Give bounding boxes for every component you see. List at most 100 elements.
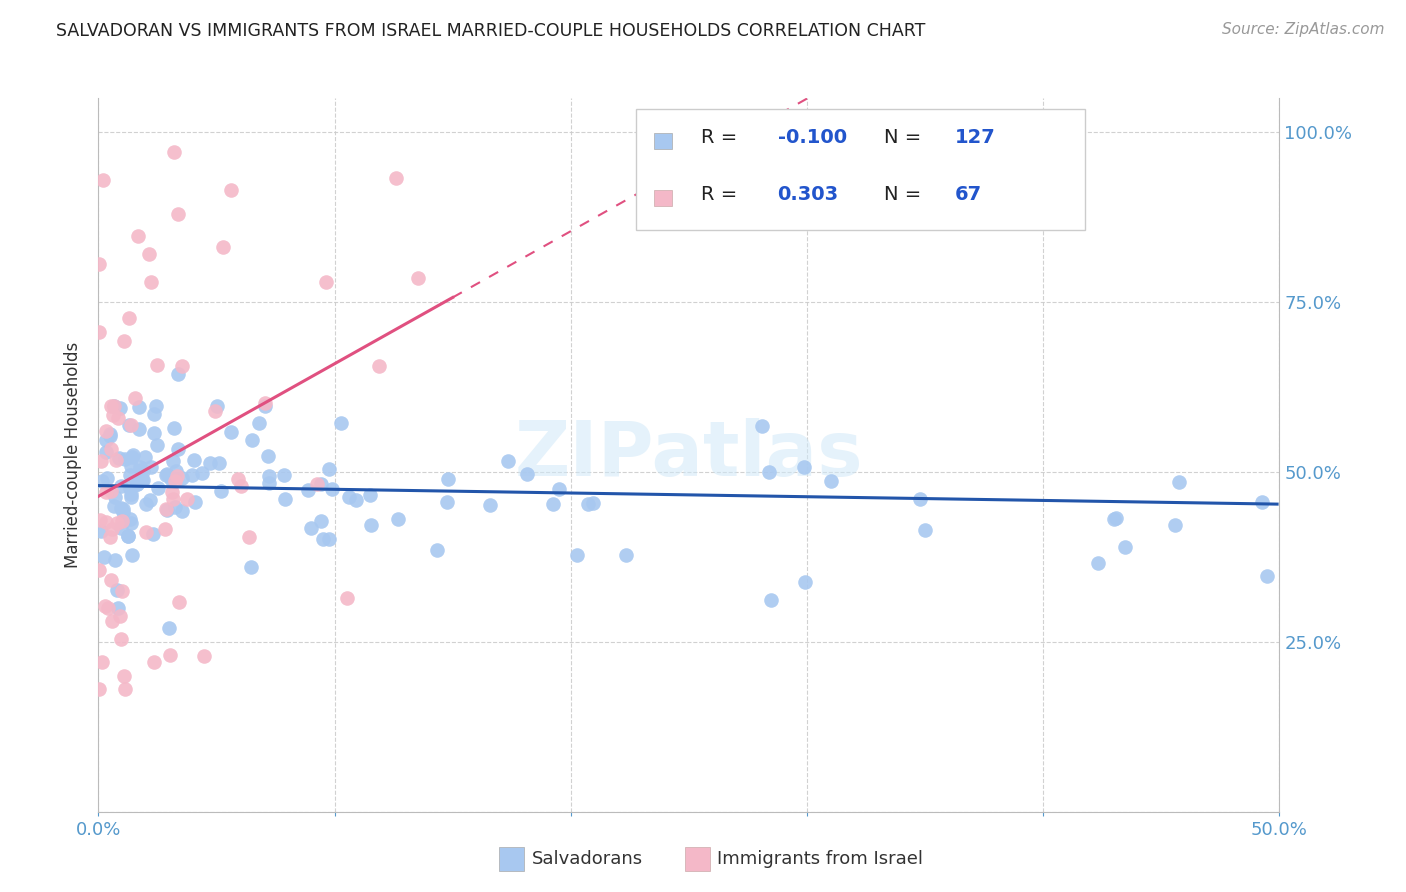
Point	[1102, 512, 1125, 526]
Point	[110, 478, 132, 492]
Point	[384, 170, 406, 185]
Point	[105, 516, 128, 531]
Point	[1251, 494, 1274, 508]
Point	[110, 521, 132, 535]
Point	[793, 459, 815, 474]
FancyBboxPatch shape	[654, 133, 672, 149]
Point	[121, 448, 143, 462]
Point	[129, 463, 152, 477]
Point	[121, 548, 143, 562]
Point	[120, 490, 142, 504]
Point	[160, 484, 183, 499]
Point	[87, 325, 110, 339]
Point	[163, 145, 186, 160]
Point	[166, 469, 188, 483]
Point	[209, 484, 232, 499]
Point	[582, 496, 605, 510]
Text: R =: R =	[700, 128, 744, 147]
Point	[118, 481, 141, 495]
Text: SALVADORAN VS IMMIGRANTS FROM ISRAEL MARRIED-COUPLE HOUSEHOLDS CORRELATION CHART: SALVADORAN VS IMMIGRANTS FROM ISRAEL MAR…	[56, 22, 925, 40]
Point	[110, 632, 132, 646]
Point	[229, 479, 252, 493]
Point	[516, 467, 538, 482]
Point	[143, 408, 166, 422]
Point	[163, 421, 186, 435]
Point	[1167, 475, 1189, 489]
Point	[145, 400, 167, 414]
Point	[120, 467, 142, 482]
Point	[166, 367, 188, 381]
Point	[114, 682, 136, 697]
Point	[257, 476, 280, 491]
Point	[100, 573, 122, 587]
Point	[138, 247, 160, 261]
Point	[257, 449, 280, 463]
Point	[1114, 540, 1136, 554]
Point	[103, 408, 125, 422]
Point	[565, 549, 588, 563]
Point	[793, 574, 815, 589]
Point	[90, 524, 112, 539]
Point	[193, 649, 215, 664]
Point	[120, 512, 142, 526]
Point	[170, 503, 193, 517]
Point	[139, 493, 162, 508]
Point	[299, 520, 322, 534]
Point	[146, 438, 169, 452]
Point	[167, 442, 190, 456]
Point	[153, 522, 176, 536]
Text: N =: N =	[884, 185, 928, 204]
Point	[200, 456, 222, 470]
Point	[91, 474, 114, 488]
Point	[315, 275, 337, 289]
Point	[108, 450, 131, 465]
Point	[134, 450, 156, 465]
Point	[141, 275, 163, 289]
Point	[146, 481, 169, 495]
Point	[103, 399, 125, 413]
Point	[142, 656, 165, 670]
Point	[1105, 511, 1128, 525]
Point	[305, 477, 328, 491]
Point	[318, 462, 340, 476]
Point	[165, 464, 187, 478]
Point	[309, 477, 332, 491]
Point	[240, 433, 263, 447]
Point	[337, 490, 360, 504]
Point	[142, 527, 165, 541]
Point	[98, 427, 121, 442]
Point	[820, 474, 842, 488]
Point	[1256, 569, 1278, 583]
Point	[238, 530, 260, 544]
Point	[112, 669, 135, 683]
Text: Source: ZipAtlas.com: Source: ZipAtlas.com	[1222, 22, 1385, 37]
Point	[112, 501, 135, 516]
Text: Immigrants from Israel: Immigrants from Israel	[717, 850, 924, 868]
Point	[127, 477, 149, 491]
Point	[212, 240, 235, 254]
Point	[112, 505, 135, 519]
Point	[121, 450, 143, 464]
Point	[496, 454, 519, 468]
Point	[110, 501, 132, 516]
Point	[208, 456, 231, 470]
Point	[128, 400, 150, 414]
Point	[162, 453, 184, 467]
Point	[97, 600, 120, 615]
Text: ZIPatlas: ZIPatlas	[515, 418, 863, 491]
Point	[387, 512, 409, 526]
Text: Salvadorans: Salvadorans	[531, 850, 643, 868]
Point	[118, 417, 141, 432]
Point	[124, 392, 146, 406]
Point	[254, 396, 277, 410]
Text: -0.100: -0.100	[778, 128, 846, 147]
Point	[128, 459, 150, 474]
Text: R =: R =	[700, 185, 749, 204]
Point	[103, 499, 125, 513]
Point	[318, 532, 340, 546]
Point	[87, 257, 110, 271]
Point	[162, 492, 184, 507]
Point	[614, 548, 637, 562]
Point	[160, 472, 183, 486]
Point	[257, 468, 280, 483]
